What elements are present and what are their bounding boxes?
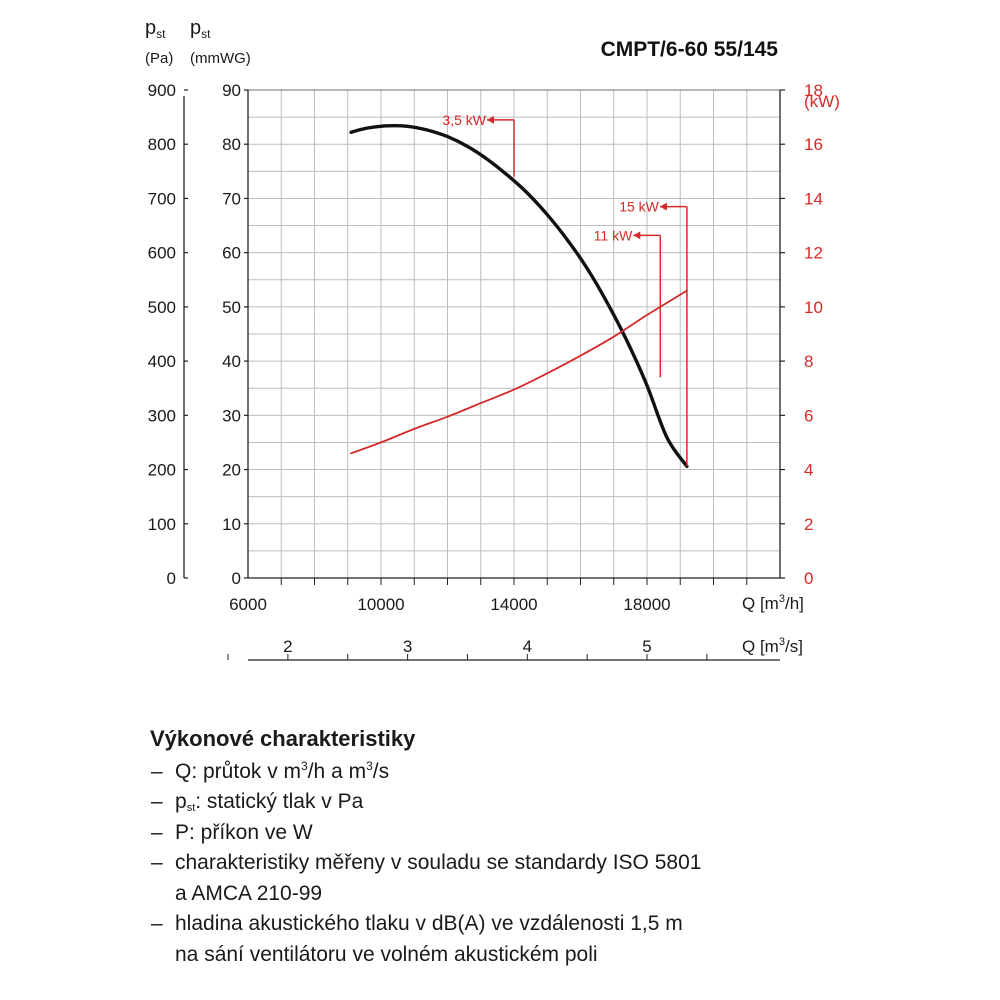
- x-m3s-tick-label: 5: [642, 637, 651, 656]
- note-q: – Q: průtok v m3/h a m3/s: [150, 757, 950, 788]
- y-axis-kw-label: (kW): [804, 92, 840, 111]
- y-kw-tick-label: 4: [804, 461, 813, 480]
- y-kw-tick-label: 6: [804, 406, 813, 425]
- note-p: – P: příkon ve W: [150, 818, 950, 849]
- x-m3h-tick-label: 10000: [357, 595, 404, 614]
- y-pa-tick-label: 400: [148, 352, 176, 371]
- y-pa-tick-label: 900: [148, 81, 176, 100]
- y-kw-tick-label: 12: [804, 244, 823, 263]
- y-kw-tick-label: 10: [804, 298, 823, 317]
- pressure-curve: [349, 123, 689, 468]
- y-mmwg-tick-label: 40: [222, 352, 241, 371]
- x-m3s-tick-label: 3: [403, 637, 412, 656]
- x-m3h-tick-label: 6000: [229, 595, 267, 614]
- x-m3s-tick-label: 4: [523, 637, 532, 656]
- y-mmwg-tick-label: 20: [222, 461, 241, 480]
- chart-grid: [248, 89, 780, 578]
- note-iso: – charakteristiky měřeny v souladu se sta…: [150, 848, 950, 909]
- x-axis-m3h-label: Q [m3/h]: [742, 593, 804, 613]
- note-pst: – pst: statický tlak v Pa: [150, 787, 950, 818]
- chart-annotations: 3,5 kW 15 kW 11 kW: [442, 112, 688, 467]
- y-pa-tick-label: 600: [148, 244, 176, 263]
- x-m3h-tick-label: 18000: [623, 595, 670, 614]
- performance-notes: Výkonové charakteristiky – Q: průtok v m3…: [150, 724, 950, 970]
- chart-title: CMPT/6-60 55/145: [601, 38, 779, 61]
- y-pa-tick-label: 500: [148, 298, 176, 317]
- annotation-arrowhead: [659, 202, 667, 211]
- y-mmwg-tick-label: 60: [222, 244, 241, 263]
- y-mmwg-tick-label: 50: [222, 298, 241, 317]
- note-dash: –: [151, 790, 163, 813]
- y-axis-mmwg-label-unit: (mmWG): [190, 50, 251, 67]
- chart-labels: 0100200300400500600700800900010203040506…: [145, 17, 840, 656]
- y-mmwg-tick-label: 30: [222, 406, 241, 425]
- annotation-label: 3,5 kW: [442, 112, 486, 128]
- y-mmwg-tick-label: 0: [232, 569, 241, 588]
- note-dash: –: [151, 759, 163, 783]
- y-kw-tick-label: 8: [804, 352, 813, 371]
- annotation-label: 15 kW: [619, 199, 659, 215]
- y-pa-tick-label: 200: [148, 461, 176, 480]
- y-kw-tick-label: 0: [804, 569, 813, 588]
- y-mmwg-tick-label: 80: [222, 135, 241, 154]
- y-axis-mmwg-label-symbol: pst: [190, 17, 211, 41]
- y-pa-tick-label: 800: [148, 135, 176, 154]
- y-axis-pa-label-unit: (Pa): [145, 50, 173, 67]
- notes-title: Výkonové charakteristiky: [150, 726, 416, 751]
- x-m3s-tick-label: 2: [283, 637, 292, 656]
- note-dash: –: [151, 912, 163, 935]
- power-curve: [350, 289, 688, 455]
- y-mmwg-tick-label: 10: [222, 515, 241, 534]
- y-pa-tick-label: 700: [148, 189, 176, 208]
- y-mmwg-tick-label: 90: [222, 81, 241, 100]
- note-noise: – hladina akustického tlaku v dB(A) ve vz…: [150, 909, 950, 970]
- note-dash: –: [151, 820, 163, 844]
- note-dash: –: [151, 851, 163, 874]
- y-pa-tick-label: 100: [148, 515, 176, 534]
- annotation-arrowhead: [487, 115, 494, 124]
- y-kw-tick-label: 16: [804, 135, 823, 154]
- chart-series: [349, 123, 689, 468]
- annotation-label: 11 kW: [594, 227, 633, 243]
- y-kw-tick-label: 18: [804, 81, 823, 100]
- y-axis-pa-label-symbol: pst: [145, 17, 166, 41]
- y-pa-tick-label: 300: [148, 406, 176, 425]
- chart-axes: [183, 89, 785, 661]
- y-mmwg-tick-label: 70: [222, 189, 241, 208]
- y-pa-tick-label: 0: [167, 569, 176, 588]
- y-kw-tick-label: 2: [804, 515, 813, 534]
- x-axis-m3s-label: Q [m3/s]: [742, 636, 803, 656]
- annotation-arrowhead: [633, 231, 641, 240]
- y-kw-tick-label: 14: [804, 189, 823, 208]
- x-m3h-tick-label: 14000: [490, 595, 537, 614]
